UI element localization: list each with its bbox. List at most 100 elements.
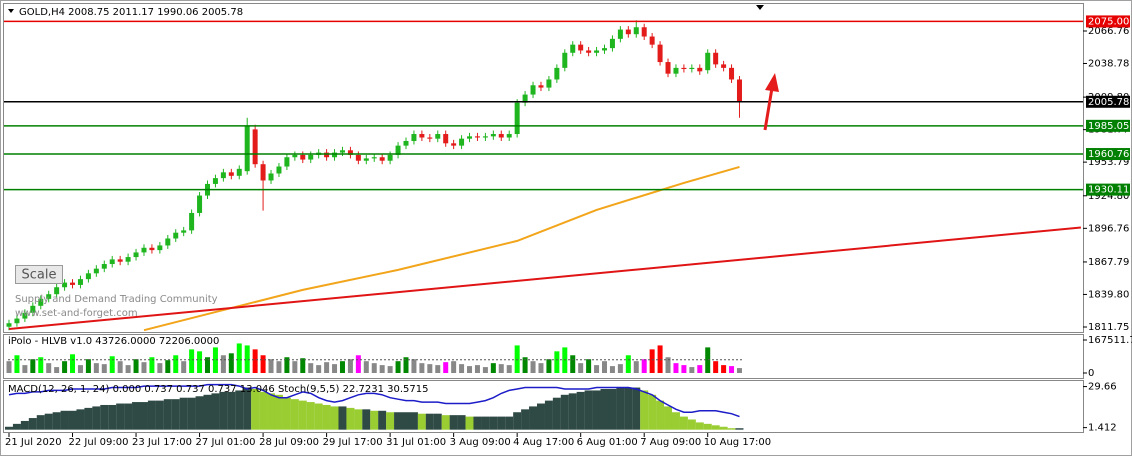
volume-bar [697, 365, 703, 374]
scale-button-label[interactable]: Scale [22, 268, 57, 283]
candle-body [673, 67, 679, 74]
candle-body [594, 50, 600, 53]
macd-bar [576, 391, 585, 430]
candle-body [77, 279, 83, 285]
macd-bar [402, 412, 410, 430]
x-tick-label: 28 Jul 09:00 [259, 437, 319, 448]
macd-bar [20, 420, 29, 430]
volume-bar [673, 363, 679, 374]
scale-button[interactable] [15, 265, 63, 284]
macd-bar [227, 391, 236, 430]
chart-title: GOLD,H4 2008.75 2011.17 1990.06 2005.78 [19, 7, 243, 18]
candle-body [38, 298, 44, 306]
candle-body [387, 154, 393, 161]
level-label-box [1086, 15, 1130, 28]
volume-bar [324, 362, 330, 374]
macd-bar [592, 390, 601, 430]
volume-bar [38, 357, 44, 374]
candle-body [54, 287, 60, 295]
y-tick-label: 1953.79 [1088, 157, 1129, 168]
volume-bar [54, 367, 60, 374]
level-label-box [1086, 95, 1130, 108]
macd-bar [695, 422, 704, 430]
macd-bar [44, 413, 53, 430]
menu-arrow[interactable] [8, 9, 14, 13]
candle-body [713, 52, 719, 65]
volume-bar [308, 363, 314, 374]
candle-body [538, 85, 544, 88]
candle-body [586, 50, 592, 53]
macd-bar [719, 426, 728, 430]
macd-bar [687, 419, 696, 430]
volume-bar [62, 361, 68, 374]
candle-body [562, 52, 568, 68]
volume-bar [260, 355, 266, 374]
candle-body [530, 85, 536, 95]
volume-bar [93, 363, 99, 374]
candle-body [459, 138, 465, 146]
candle-body [252, 129, 258, 165]
macd-bar [552, 397, 561, 430]
candle-body [220, 172, 226, 179]
volume-bar [594, 365, 600, 374]
volume-bar [586, 359, 592, 374]
candle-body [228, 172, 234, 176]
macd-bar [28, 418, 37, 430]
volume-bar [30, 359, 36, 374]
candle-body [736, 79, 742, 102]
volume-bar [141, 362, 147, 374]
volume-bar [212, 347, 218, 374]
candle-body [268, 173, 274, 181]
volume-bar [228, 353, 234, 374]
macd-bar [298, 400, 307, 430]
moving-average [8, 226, 1081, 330]
volume-bar [332, 364, 338, 374]
x-tick-label: 3 Aug 09:00 [450, 437, 511, 448]
candle-body [14, 318, 20, 324]
candle-body [474, 136, 480, 138]
volume-bar [395, 361, 401, 374]
macd-bar [417, 413, 426, 430]
macd-bar [608, 388, 617, 430]
annotation-arrow [763, 73, 779, 131]
volume-bar [482, 367, 488, 374]
macd-bar [290, 399, 299, 430]
volume-bar [506, 365, 512, 374]
macd-bar [568, 393, 577, 430]
x-tick-label: 10 Aug 17:00 [704, 437, 771, 448]
signal-line [8, 383, 740, 418]
volume-bar [617, 364, 623, 374]
macd-bar [314, 403, 323, 430]
volume-bar [625, 355, 631, 374]
y-tick-label: 1896.76 [1088, 223, 1129, 234]
volume-bar [220, 355, 226, 374]
candle-body [260, 164, 266, 181]
candle-body [133, 252, 139, 258]
macd-bar [330, 406, 339, 430]
macd-bar [195, 396, 204, 430]
volume-bar [70, 354, 76, 374]
volume-bar [371, 363, 377, 374]
level-label-box [1086, 183, 1130, 196]
candle-body [355, 154, 361, 161]
volume-bar [236, 343, 242, 374]
macd-bar [108, 404, 117, 430]
volume-bar [570, 355, 576, 374]
macd-bar [560, 394, 569, 430]
volume-bar [514, 345, 520, 374]
button[interactable]: Scale [15, 265, 63, 284]
volume-bar [22, 365, 28, 374]
volume-bar [125, 365, 131, 374]
macd-bar [473, 416, 482, 430]
volume-bar [633, 361, 639, 374]
macd-bar [616, 387, 625, 430]
macd-bar [52, 412, 61, 430]
main-panel [3, 3, 1084, 333]
candle-body [324, 152, 330, 158]
macd-bar [481, 416, 490, 430]
volume-bar [252, 349, 258, 374]
volume-bar [657, 345, 663, 374]
candle-body [689, 67, 695, 70]
candle-body [427, 137, 433, 139]
candle-body [292, 154, 298, 158]
